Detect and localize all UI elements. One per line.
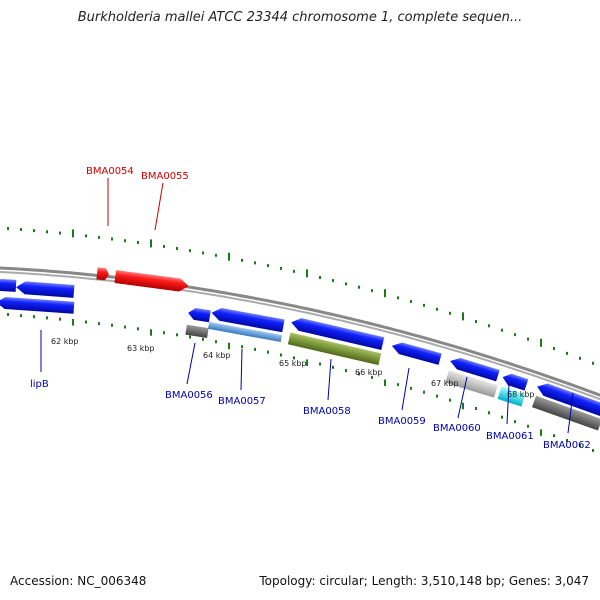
kbp-label: 66 kbp bbox=[355, 368, 383, 377]
gene-arrow-lipb-upper-shape bbox=[16, 281, 75, 298]
leader-line bbox=[506, 383, 510, 425]
gene-arrow-partial bbox=[0, 279, 17, 292]
gene-arrow-bma0056-shape bbox=[188, 308, 211, 323]
leader-line bbox=[567, 392, 574, 434]
backbone-line-outer bbox=[0, 266, 600, 397]
feature-bar-bma0056 bbox=[185, 324, 209, 338]
gene-arrow-bma0054 bbox=[96, 267, 109, 281]
gene-arrow-bma0056 bbox=[188, 308, 211, 323]
feature-bar-bma0062-shape bbox=[532, 395, 600, 431]
feature-bar-bma0060 bbox=[445, 370, 498, 398]
label-leader-lines bbox=[40, 178, 574, 434]
gene-labels: BMA0054 BMA0055 lipB BMA0056 BMA0057 BMA0058 B… bbox=[30, 166, 591, 451]
gene-arrow-bma0054-shape bbox=[96, 267, 109, 281]
gene-arrow-bma0059-shape bbox=[391, 342, 442, 365]
gene-arrow-bma0060 bbox=[450, 357, 500, 382]
gene-arrow-partial-shape bbox=[0, 279, 17, 292]
gene-label-bma0058: BMA0058 bbox=[303, 406, 351, 417]
gene-label-bma0057: BMA0057 bbox=[218, 396, 266, 407]
gene-label-bma0055: BMA0055 bbox=[141, 171, 189, 182]
inner-tick-track bbox=[7, 313, 594, 452]
kbp-scale-labels: 62 kbp 63 kbp 64 kbp 65 kbp 66 kbp 67 kbp 68 k… bbox=[51, 337, 535, 399]
kbp-label: 65 kbp bbox=[279, 359, 307, 368]
gene-label-bma0061: BMA0061 bbox=[486, 431, 534, 442]
kbp-label: 62 kbp bbox=[51, 337, 79, 346]
kbp-label: 67 kbp bbox=[431, 379, 459, 388]
feature-bar-bma0058 bbox=[287, 332, 382, 366]
feature-bar-bma0062 bbox=[532, 395, 600, 431]
gene-track bbox=[0, 267, 600, 431]
gene-label-bma0056: BMA0056 bbox=[165, 390, 213, 401]
gene-arrow-bma0055 bbox=[114, 270, 189, 292]
gene-label-lipb: lipB bbox=[30, 379, 49, 390]
gene-arrow-bma0058-shape bbox=[291, 318, 385, 350]
gene-arrow-lipb bbox=[0, 297, 75, 314]
gene-arrow-bma0057-shape bbox=[211, 307, 285, 333]
kbp-label: 64 kbp bbox=[203, 351, 231, 360]
feature-bar-bma0057-shape bbox=[207, 321, 283, 343]
feature-bar-bma0060-shape bbox=[445, 370, 498, 398]
feature-bar-bma0061-shape bbox=[497, 386, 526, 407]
gene-label-bma0062: BMA0062 bbox=[543, 440, 591, 451]
feature-bar-bma0061 bbox=[497, 386, 526, 407]
feature-bar-bma0058-shape bbox=[287, 332, 382, 366]
sequence-title: Burkholderia mallei ATCC 23344 chromosom… bbox=[77, 10, 523, 25]
feature-bar-bma0056-shape bbox=[185, 324, 209, 338]
gene-arrow-bma0059 bbox=[391, 342, 442, 365]
gene-label-bma0060: BMA0060 bbox=[433, 423, 481, 434]
gene-label-bma0054: BMA0054 bbox=[86, 166, 134, 177]
gene-arrow-bma0058 bbox=[291, 318, 385, 350]
gene-arrow-lipb-shape bbox=[0, 297, 75, 314]
leader-line bbox=[401, 367, 410, 411]
gene-arrow-bma0060-shape bbox=[450, 357, 500, 382]
gene-arrow-bma0057 bbox=[211, 307, 285, 333]
gene-label-bma0059: BMA0059 bbox=[378, 416, 426, 427]
gene-arrow-bma0055-shape bbox=[114, 270, 189, 292]
kbp-label: 63 kbp bbox=[127, 344, 155, 353]
feature-bar-bma0057 bbox=[207, 321, 283, 343]
kbp-label: 68 kbp bbox=[507, 390, 535, 399]
topology-summary: Topology: circular; Length: 3,510,148 bp… bbox=[259, 574, 589, 588]
accession-text: Accession: NC_006348 bbox=[10, 574, 147, 588]
outer-tick-track bbox=[7, 227, 594, 365]
gene-arrow-bma0061-shape bbox=[502, 373, 529, 391]
leader-line bbox=[154, 182, 164, 231]
gene-arrow-lipb-upper bbox=[16, 281, 75, 298]
leader-line bbox=[240, 348, 243, 391]
gene-arrow-bma0061 bbox=[502, 373, 529, 391]
leader-line bbox=[457, 376, 468, 419]
leader-line bbox=[327, 358, 332, 401]
leader-line bbox=[186, 342, 196, 385]
